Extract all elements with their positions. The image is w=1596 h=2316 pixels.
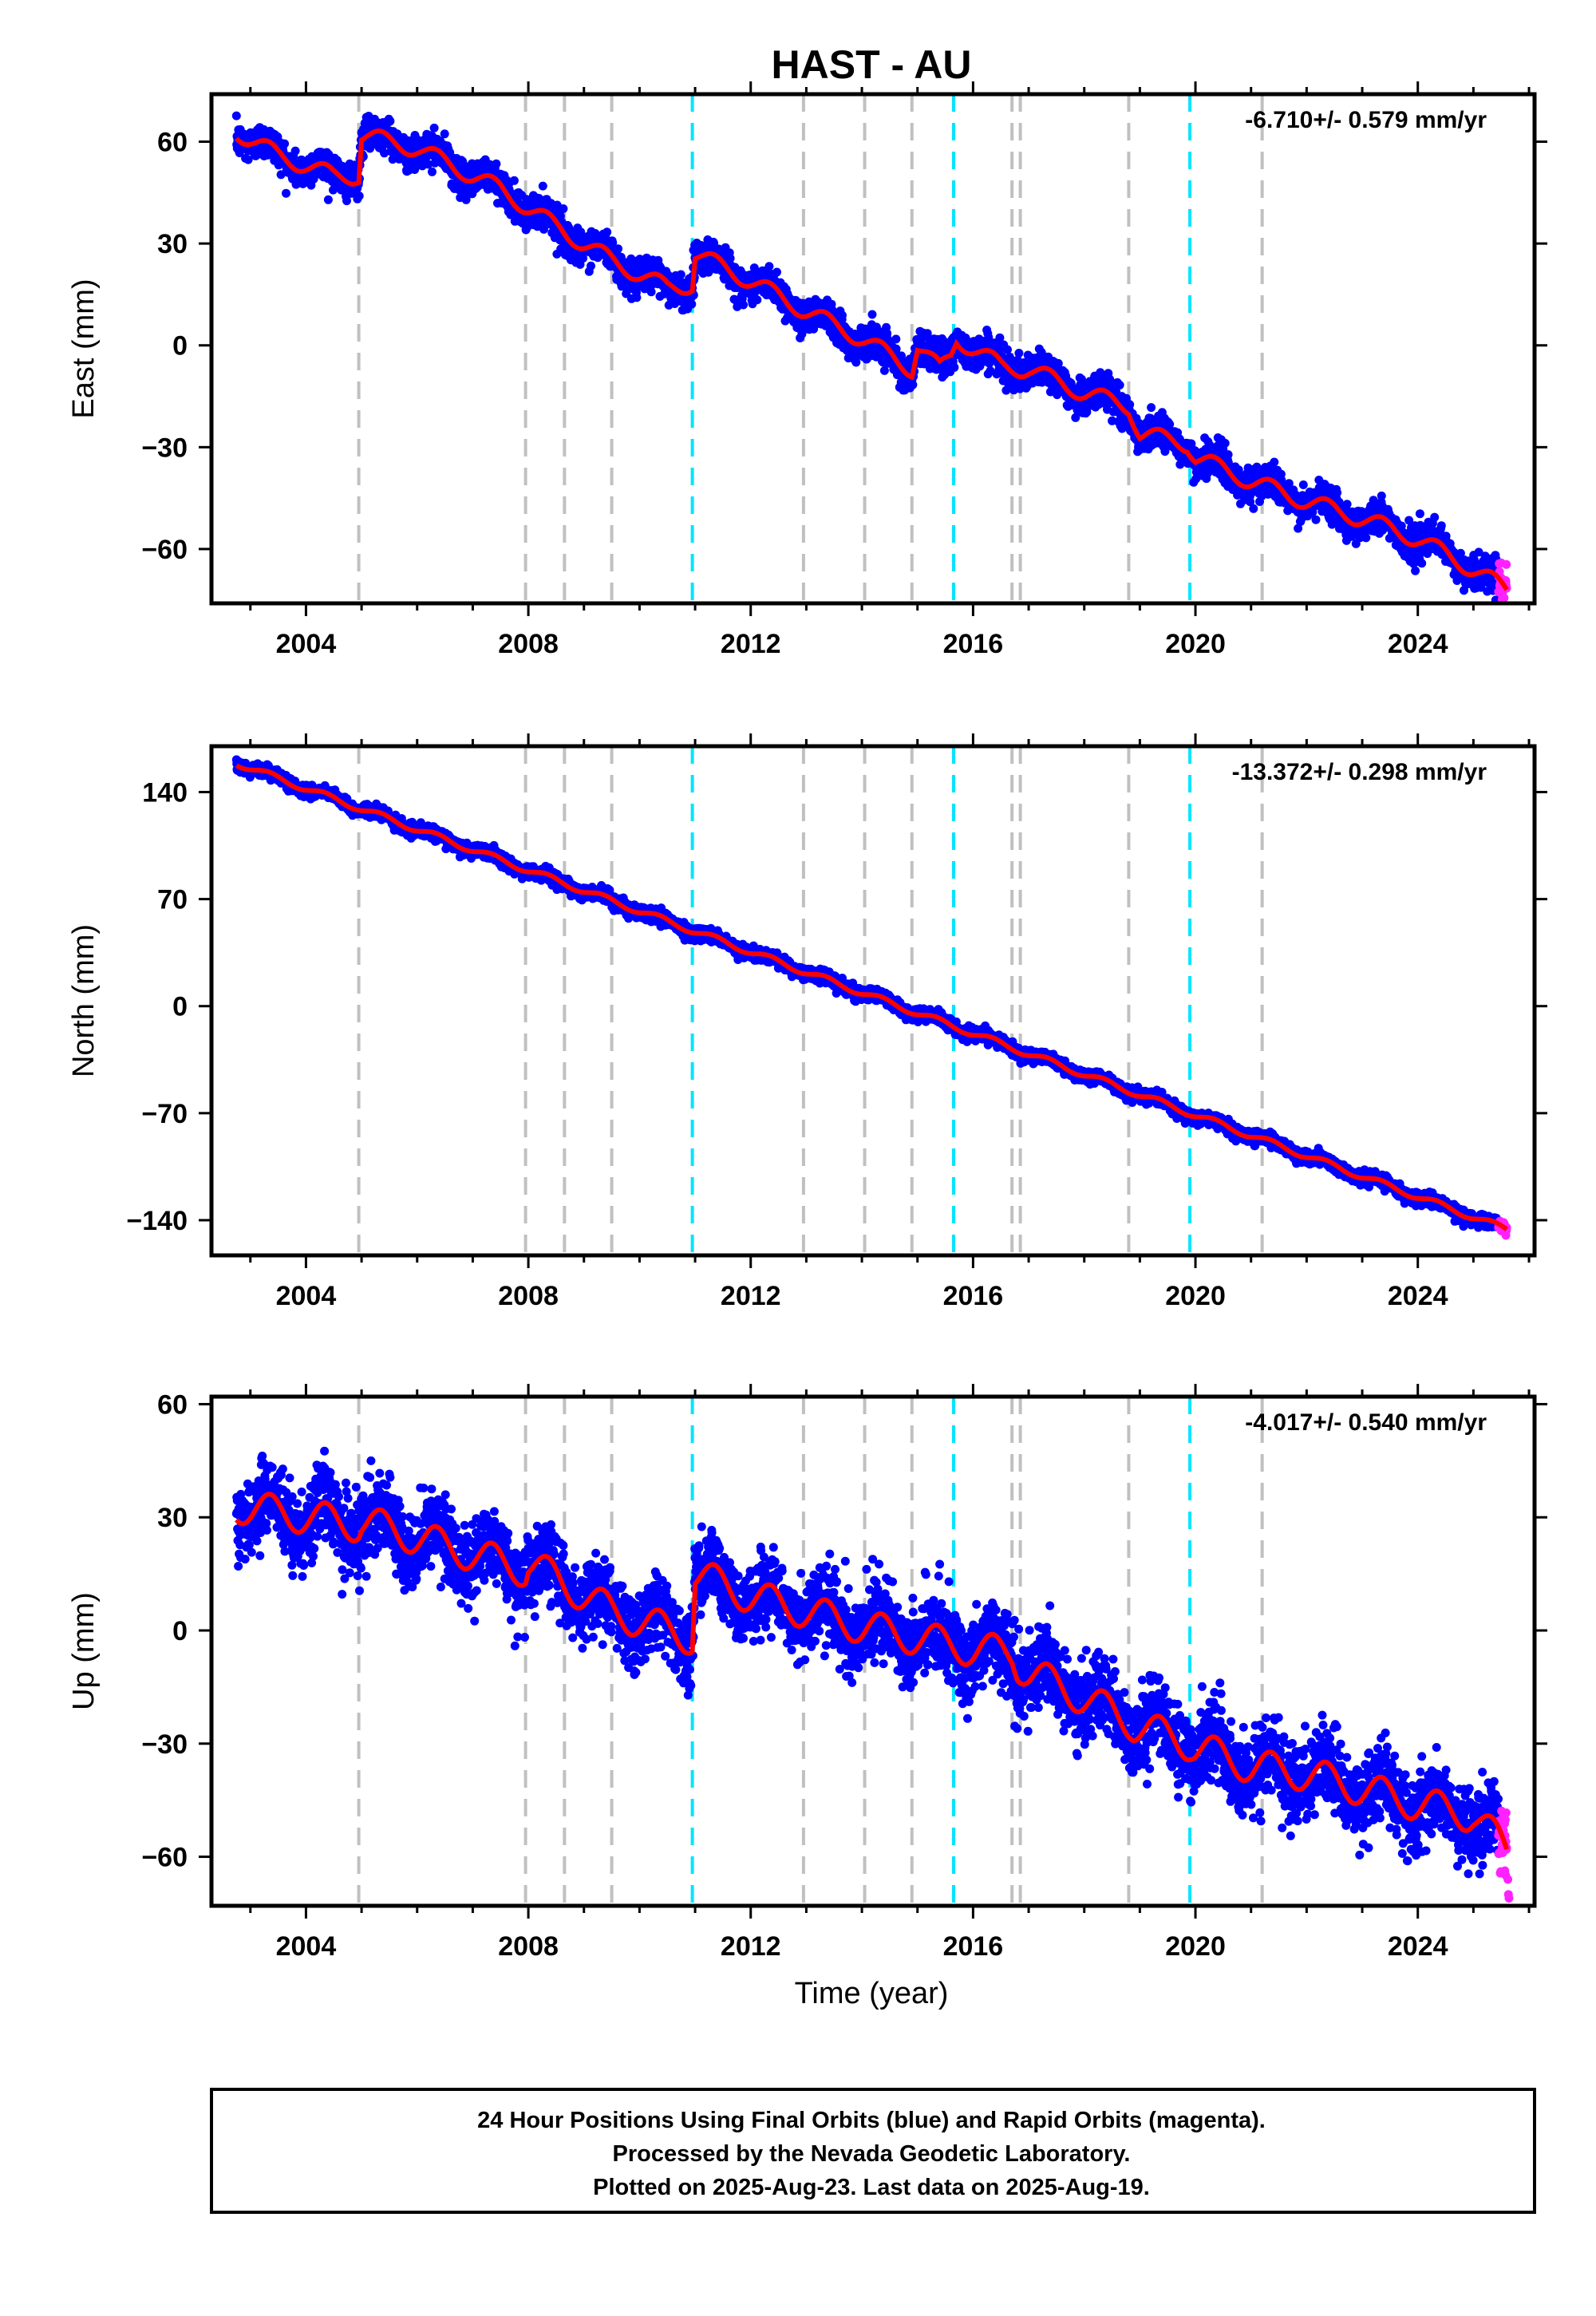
east-final-point	[1249, 504, 1258, 513]
east-final-point	[838, 310, 847, 320]
east-final-point	[1147, 403, 1156, 413]
east-final-point	[276, 170, 286, 180]
east-final-point	[231, 111, 241, 121]
east-final-point	[1415, 509, 1424, 519]
east-final-point	[753, 295, 762, 305]
east-final-point	[290, 146, 300, 156]
east-final-point	[764, 262, 774, 271]
east-final-point	[492, 159, 501, 168]
east-final-point	[1436, 521, 1446, 531]
east-final-point	[1333, 488, 1342, 497]
east-final-point	[602, 227, 612, 237]
east-final-point	[440, 129, 449, 139]
east-final-point	[424, 160, 433, 169]
east-final-point	[1311, 515, 1321, 524]
east-final-point	[587, 261, 595, 271]
east-final-point	[1220, 438, 1230, 448]
east-final-point	[1298, 480, 1308, 489]
east-final-point	[342, 196, 351, 206]
east-final-point	[354, 192, 364, 200]
east-final-point	[687, 299, 697, 309]
east-final-point	[428, 167, 437, 176]
east-final-point	[1430, 512, 1440, 522]
east-panel: 2004 2008 2012 2016 2020 2024−60−3003060East …	[67, 81, 1547, 659]
east-final-point	[509, 176, 519, 185]
east-final-point	[1125, 400, 1135, 409]
east-final-point	[1115, 381, 1124, 389]
east-final-point	[739, 300, 748, 310]
east-final-point	[950, 362, 959, 372]
east-final-point	[867, 310, 877, 319]
east-final-point	[280, 139, 290, 148]
east-rapid-point	[1502, 559, 1511, 569]
east-final-point	[632, 293, 642, 302]
east-final-point	[380, 148, 389, 158]
east-final-point	[1014, 349, 1024, 358]
east-final-point	[1377, 491, 1386, 500]
figure-title: HAST - AU	[772, 42, 972, 87]
east-rapid-point	[1499, 593, 1509, 603]
east-final-point	[385, 117, 395, 126]
east-final-point	[282, 188, 290, 198]
east-final-point	[1417, 559, 1427, 568]
east-final-point	[1223, 450, 1233, 460]
east-final-point	[323, 195, 333, 204]
east-final-point	[559, 204, 568, 213]
east-final-point	[891, 334, 901, 344]
east-final-point	[538, 181, 547, 191]
east-final-point	[429, 123, 439, 132]
east-final-point	[908, 380, 918, 389]
east-final-point	[1411, 566, 1420, 575]
east-final-point	[614, 244, 622, 254]
east-final-point	[1361, 533, 1371, 543]
east-data-points	[231, 111, 1511, 603]
east-final-point	[1003, 345, 1012, 354]
east-final-point	[772, 267, 781, 277]
east-final-point	[676, 270, 685, 279]
east-final-point	[1270, 457, 1279, 467]
east-final-point	[243, 155, 253, 164]
